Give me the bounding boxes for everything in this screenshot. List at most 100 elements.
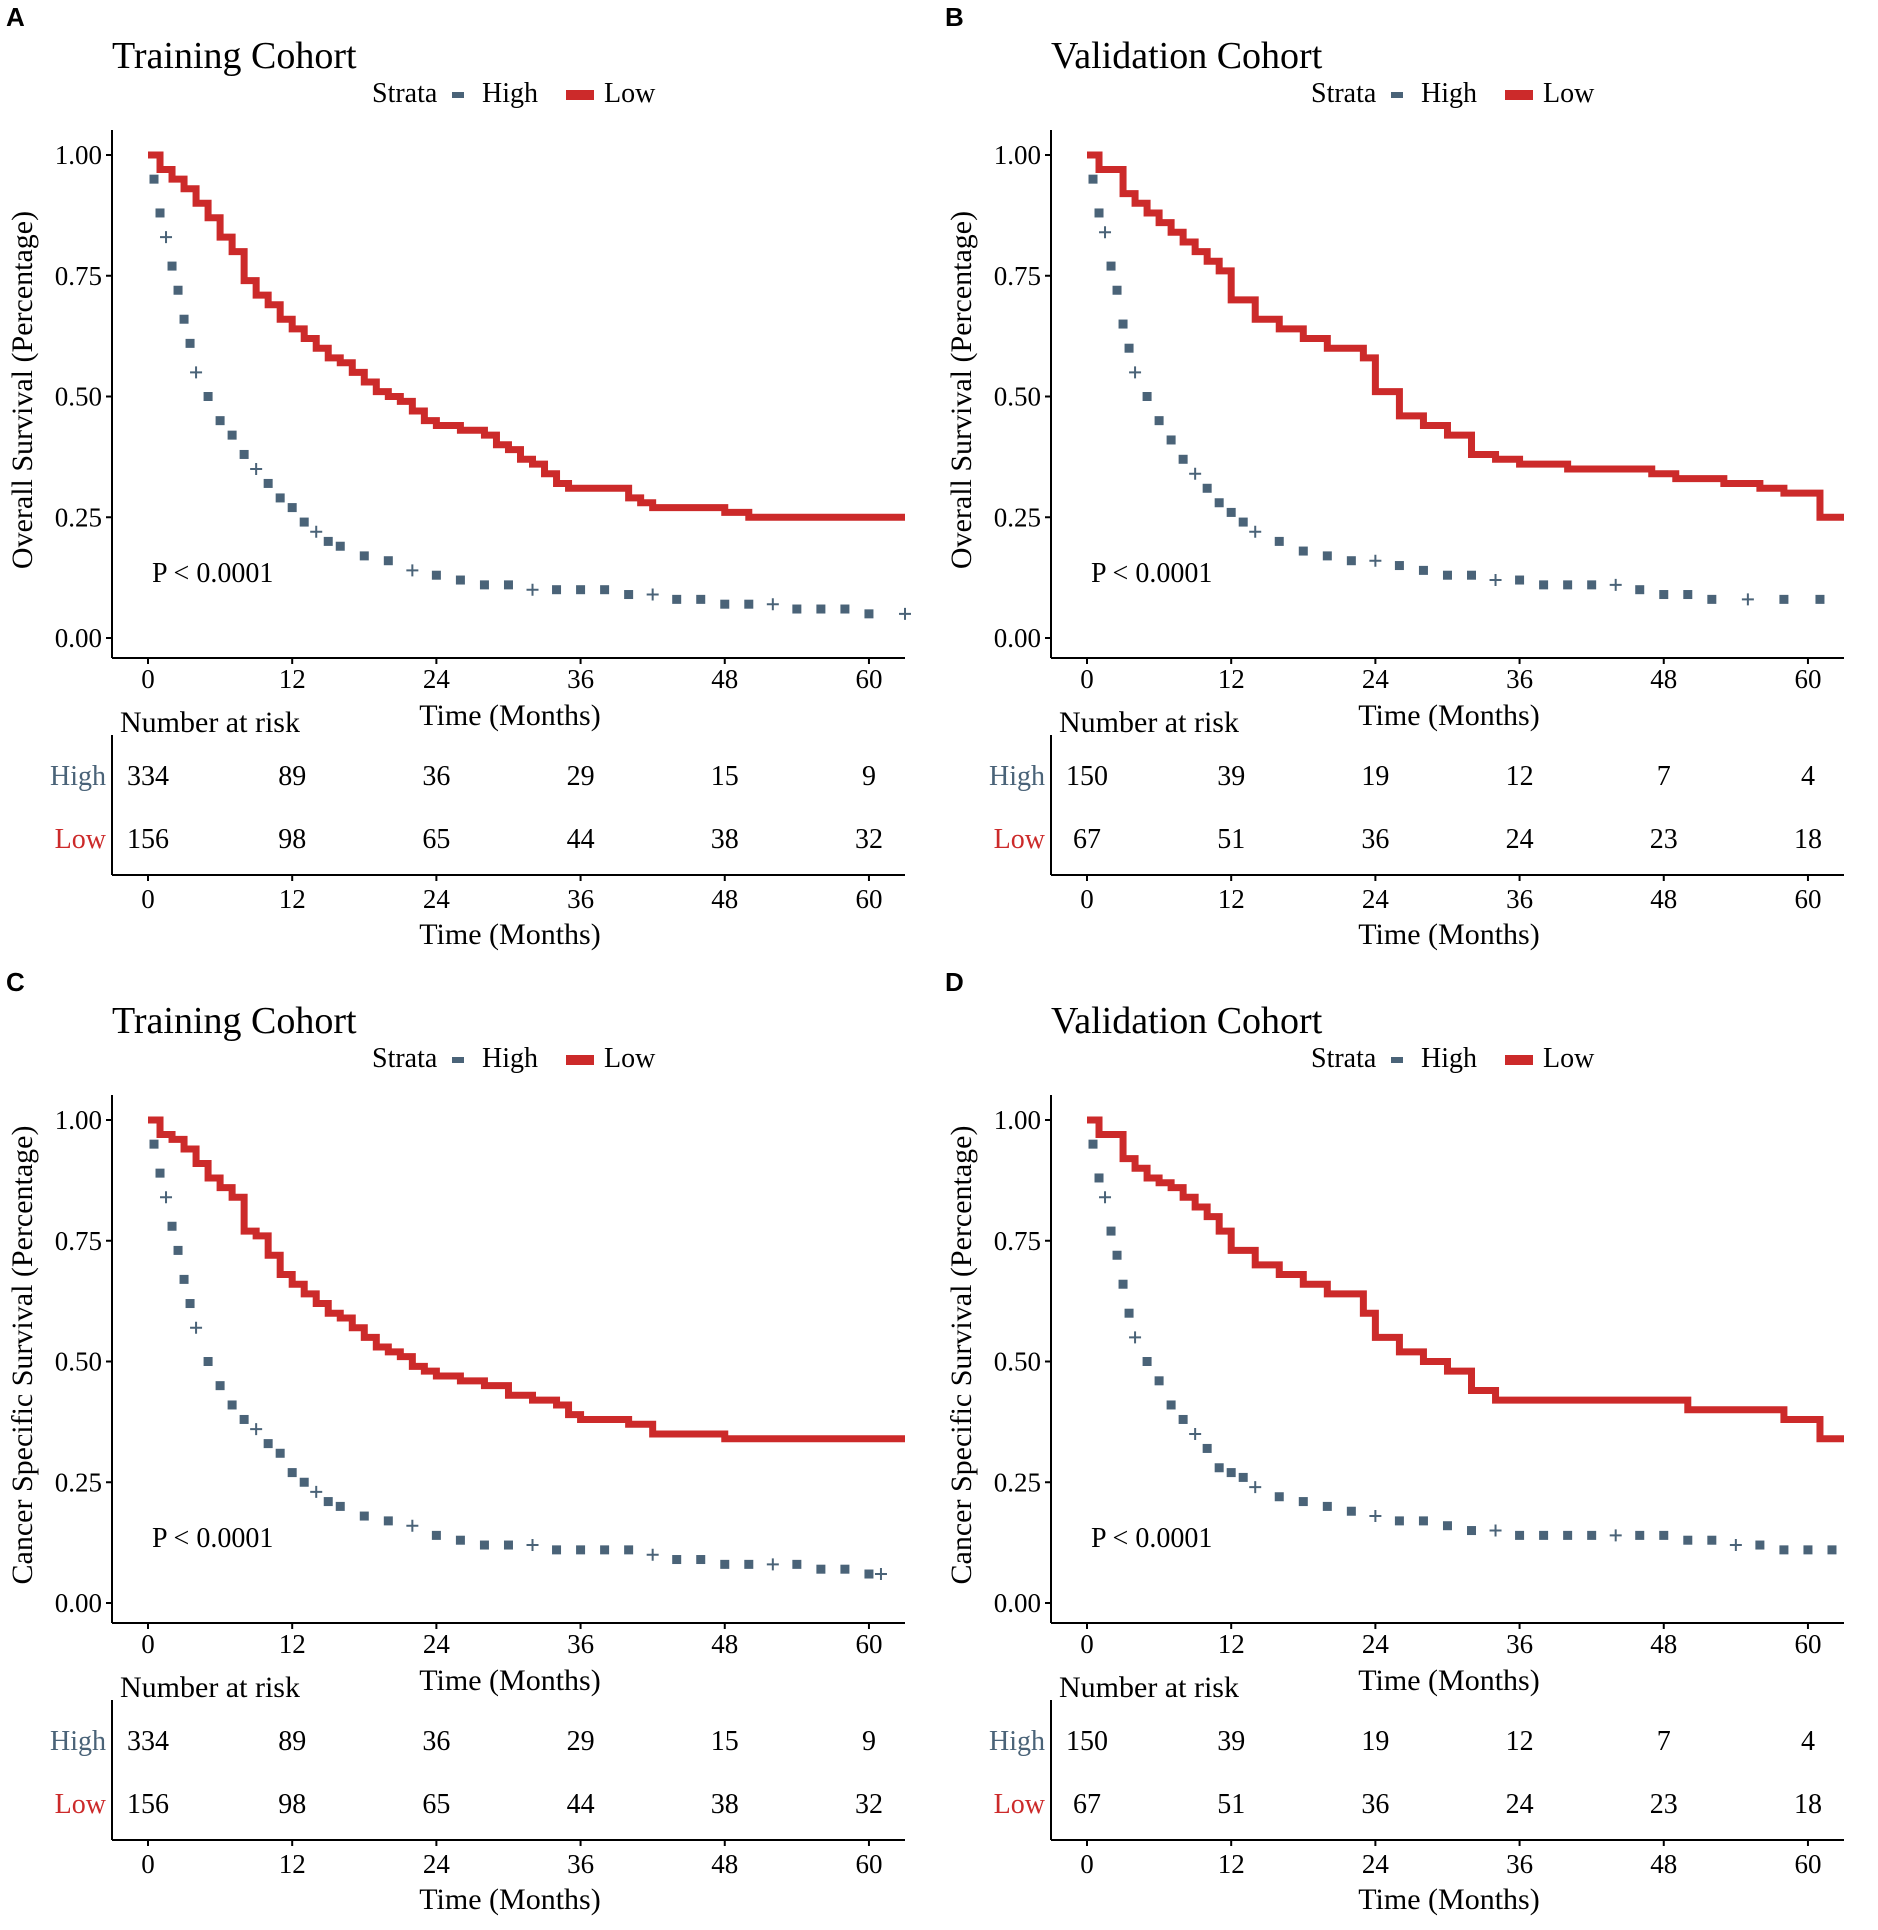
legend-high-swatch <box>1391 92 1403 98</box>
risk-x-tick-label: 0 <box>141 1849 155 1879</box>
risk-row-high-label: High <box>989 761 1045 792</box>
y-tick-label: 0.00 <box>994 623 1041 653</box>
risk-low-count: 51 <box>1217 1789 1245 1820</box>
high-point <box>1226 507 1236 517</box>
risk-x-tick-label: 48 <box>1650 884 1677 914</box>
risk-x-tick-label: 60 <box>855 1849 882 1879</box>
y-tick-label: 0.75 <box>55 261 102 291</box>
risk-x-tick-label: 60 <box>1794 1849 1821 1879</box>
high-point <box>1346 1506 1356 1516</box>
high-point <box>720 1559 730 1569</box>
high-point <box>1418 1516 1428 1526</box>
high-point <box>1442 570 1452 580</box>
risk-low-count: 18 <box>1794 824 1822 855</box>
high-censor-mark <box>160 231 173 244</box>
legend-low-swatch <box>566 1055 594 1065</box>
high-point <box>1124 343 1134 353</box>
high-point <box>203 392 213 401</box>
high-point <box>1779 594 1789 604</box>
high-point <box>1124 1308 1134 1318</box>
high-point <box>1418 565 1428 575</box>
risk-row-high-label: High <box>50 761 106 792</box>
high-point <box>215 416 225 426</box>
high-point <box>1683 590 1693 600</box>
x-tick-label: 0 <box>1080 1629 1094 1659</box>
high-point <box>1467 570 1477 580</box>
high-point <box>1635 1530 1645 1540</box>
p-value: P < 0.0001 <box>152 1523 273 1554</box>
high-censor-mark <box>250 1423 263 1436</box>
y-axis-title: Overall Survival (Percentage) <box>945 211 978 569</box>
y-tick-label: 1.00 <box>994 140 1041 170</box>
high-point <box>1226 1468 1236 1478</box>
y-axis-title: Cancer Specific Survival (Percentage) <box>945 1126 978 1585</box>
high-point <box>1563 580 1573 590</box>
y-axis-title: Cancer Specific Survival (Percentage) <box>6 1126 39 1585</box>
chart-title: Validation Cohort <box>1051 1000 1323 1042</box>
high-point <box>1587 580 1597 590</box>
x-tick-label: 60 <box>855 1629 882 1659</box>
panel-a: A Training Cohort Strata High Low 0.00 0.25 0.5… <box>0 0 939 965</box>
high-point <box>600 585 610 595</box>
x-tick-label: 36 <box>1506 1629 1533 1659</box>
x-tick-label: 48 <box>1650 664 1677 694</box>
high-point <box>552 585 562 595</box>
p-value: P < 0.0001 <box>1091 558 1212 589</box>
km-chart: A Training Cohort Strata High Low 0.00 0.25 0.5… <box>6 2 911 951</box>
high-point <box>1755 1540 1765 1550</box>
risk-x-tick-label: 60 <box>1794 884 1821 914</box>
risk-high-count: 12 <box>1506 761 1534 792</box>
high-point <box>1322 1501 1332 1511</box>
high-censor-mark <box>310 1485 323 1498</box>
risk-high-count: 334 <box>127 1726 169 1757</box>
high-point <box>275 1448 285 1458</box>
risk-high-count: 36 <box>422 761 450 792</box>
risk-x-tick-label: 36 <box>1506 884 1533 914</box>
risk-low-count: 32 <box>855 824 883 855</box>
high-point <box>1298 546 1308 556</box>
high-point <box>323 1497 333 1507</box>
high-point <box>1094 208 1104 218</box>
high-censor-mark <box>899 607 911 620</box>
x-tick-label: 12 <box>279 1629 306 1659</box>
high-censor-mark <box>1609 578 1622 591</box>
high-point <box>323 536 333 546</box>
risk-high-count: 39 <box>1217 761 1245 792</box>
y-tick-label: 0.50 <box>994 382 1041 412</box>
risk-low-count: 24 <box>1506 824 1534 855</box>
panel-letter: A <box>6 2 25 32</box>
high-point <box>744 599 754 609</box>
high-point <box>1118 319 1128 329</box>
high-point <box>1238 1472 1248 1482</box>
high-point <box>1394 561 1404 571</box>
high-point <box>155 1168 165 1178</box>
high-point <box>1118 1279 1128 1289</box>
risk-x-tick-label: 12 <box>1218 884 1245 914</box>
risk-x-tick-label: 48 <box>711 884 738 914</box>
high-point <box>503 1540 513 1550</box>
high-point <box>335 1501 345 1511</box>
high-point <box>1467 1526 1477 1536</box>
y-tick-label: 0.75 <box>994 261 1041 291</box>
risk-row-high-label: High <box>989 1726 1045 1757</box>
risk-row-low-label: Low <box>994 824 1046 855</box>
risk-low-count: 23 <box>1650 1789 1678 1820</box>
risk-high-count: 334 <box>127 761 169 792</box>
risk-x-tick-label: 24 <box>1362 1849 1390 1879</box>
risk-high-count: 36 <box>422 1726 450 1757</box>
high-point <box>1803 1545 1813 1555</box>
high-censor-mark <box>406 1519 419 1532</box>
risk-x-tick-label: 12 <box>279 884 306 914</box>
high-point <box>263 478 273 488</box>
high-point <box>1322 551 1332 561</box>
high-point <box>552 1545 562 1555</box>
high-point <box>1683 1535 1693 1545</box>
high-censor-mark <box>1369 554 1382 567</box>
risk-row-high-label: High <box>50 1726 106 1757</box>
legend-low-swatch <box>1505 1055 1533 1065</box>
high-point <box>1442 1521 1452 1531</box>
risk-x-tick-label: 48 <box>711 1849 738 1879</box>
high-point <box>1515 575 1525 585</box>
y-tick-label: 1.00 <box>55 1105 102 1135</box>
